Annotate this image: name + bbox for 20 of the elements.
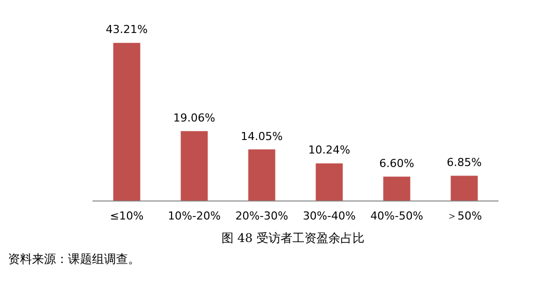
data-label: 19.06% [173,111,216,124]
x-tick-label: 30%-40% [302,209,356,222]
bar [248,149,276,201]
data-label: 10.24% [308,144,350,157]
x-tick-label: 10%-20% [168,209,221,222]
data-label: 43.21% [106,23,148,36]
bar [316,163,343,201]
x-tick-label: ≤10% [110,209,144,222]
text: 图 48 受访者工资盈余占比 [220,230,366,247]
x-tick-label: ＞50% [446,209,482,222]
x-tick-label: 40%-50% [370,209,424,222]
data-label: 14.05% [240,130,283,143]
data-label: 6.60% [379,157,414,170]
data-label: 6.85% [446,156,482,170]
bar [450,176,478,201]
bar [383,176,410,201]
bar [113,42,140,201]
bar [180,131,208,201]
text: 资料来源：课题组调查。 [8,251,141,268]
x-tick-label: 20%-30% [235,209,288,222]
